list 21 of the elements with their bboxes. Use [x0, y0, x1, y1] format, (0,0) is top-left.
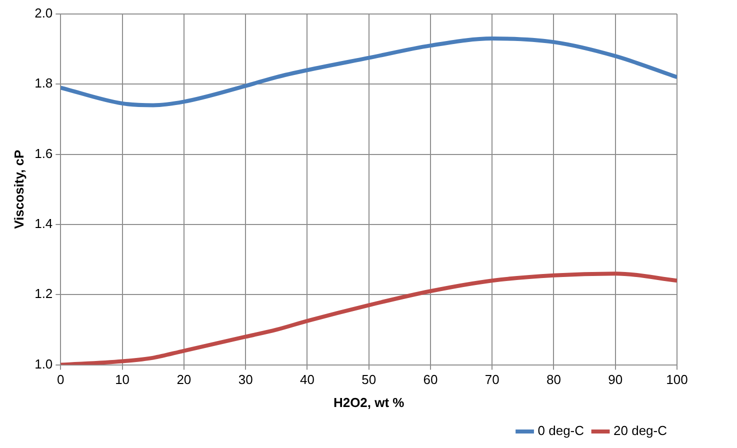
legend-label: 20 deg-C — [614, 423, 668, 438]
x-tick-label: 50 — [362, 372, 376, 388]
x-axis-title: H2O2, wt % — [333, 394, 405, 410]
y-tick-label: 1.2 — [34, 286, 53, 302]
x-tick-label: 100 — [666, 372, 688, 388]
x-tick-label: 70 — [484, 372, 500, 388]
x-tick-label: 10 — [115, 372, 130, 388]
y-axis-title: Viscosity, cP — [11, 150, 26, 229]
x-tick-label: 90 — [608, 372, 623, 388]
x-tick-label: 80 — [546, 372, 561, 388]
x-tick-label: 20 — [176, 372, 192, 388]
legend-label: 0 deg-C — [538, 423, 584, 438]
x-tick-label: 0 — [57, 372, 64, 388]
y-tick-label: 1.8 — [34, 76, 53, 91]
x-tick-label: 60 — [423, 372, 438, 388]
x-tick-label: 40 — [300, 372, 314, 388]
y-tick-label: 1.4 — [34, 216, 53, 232]
y-tick-label: 2.0 — [34, 6, 53, 21]
y-tick-label: 1.0 — [34, 356, 53, 372]
y-tick-label: 1.6 — [34, 146, 53, 161]
x-tick-label: 30 — [238, 372, 253, 388]
